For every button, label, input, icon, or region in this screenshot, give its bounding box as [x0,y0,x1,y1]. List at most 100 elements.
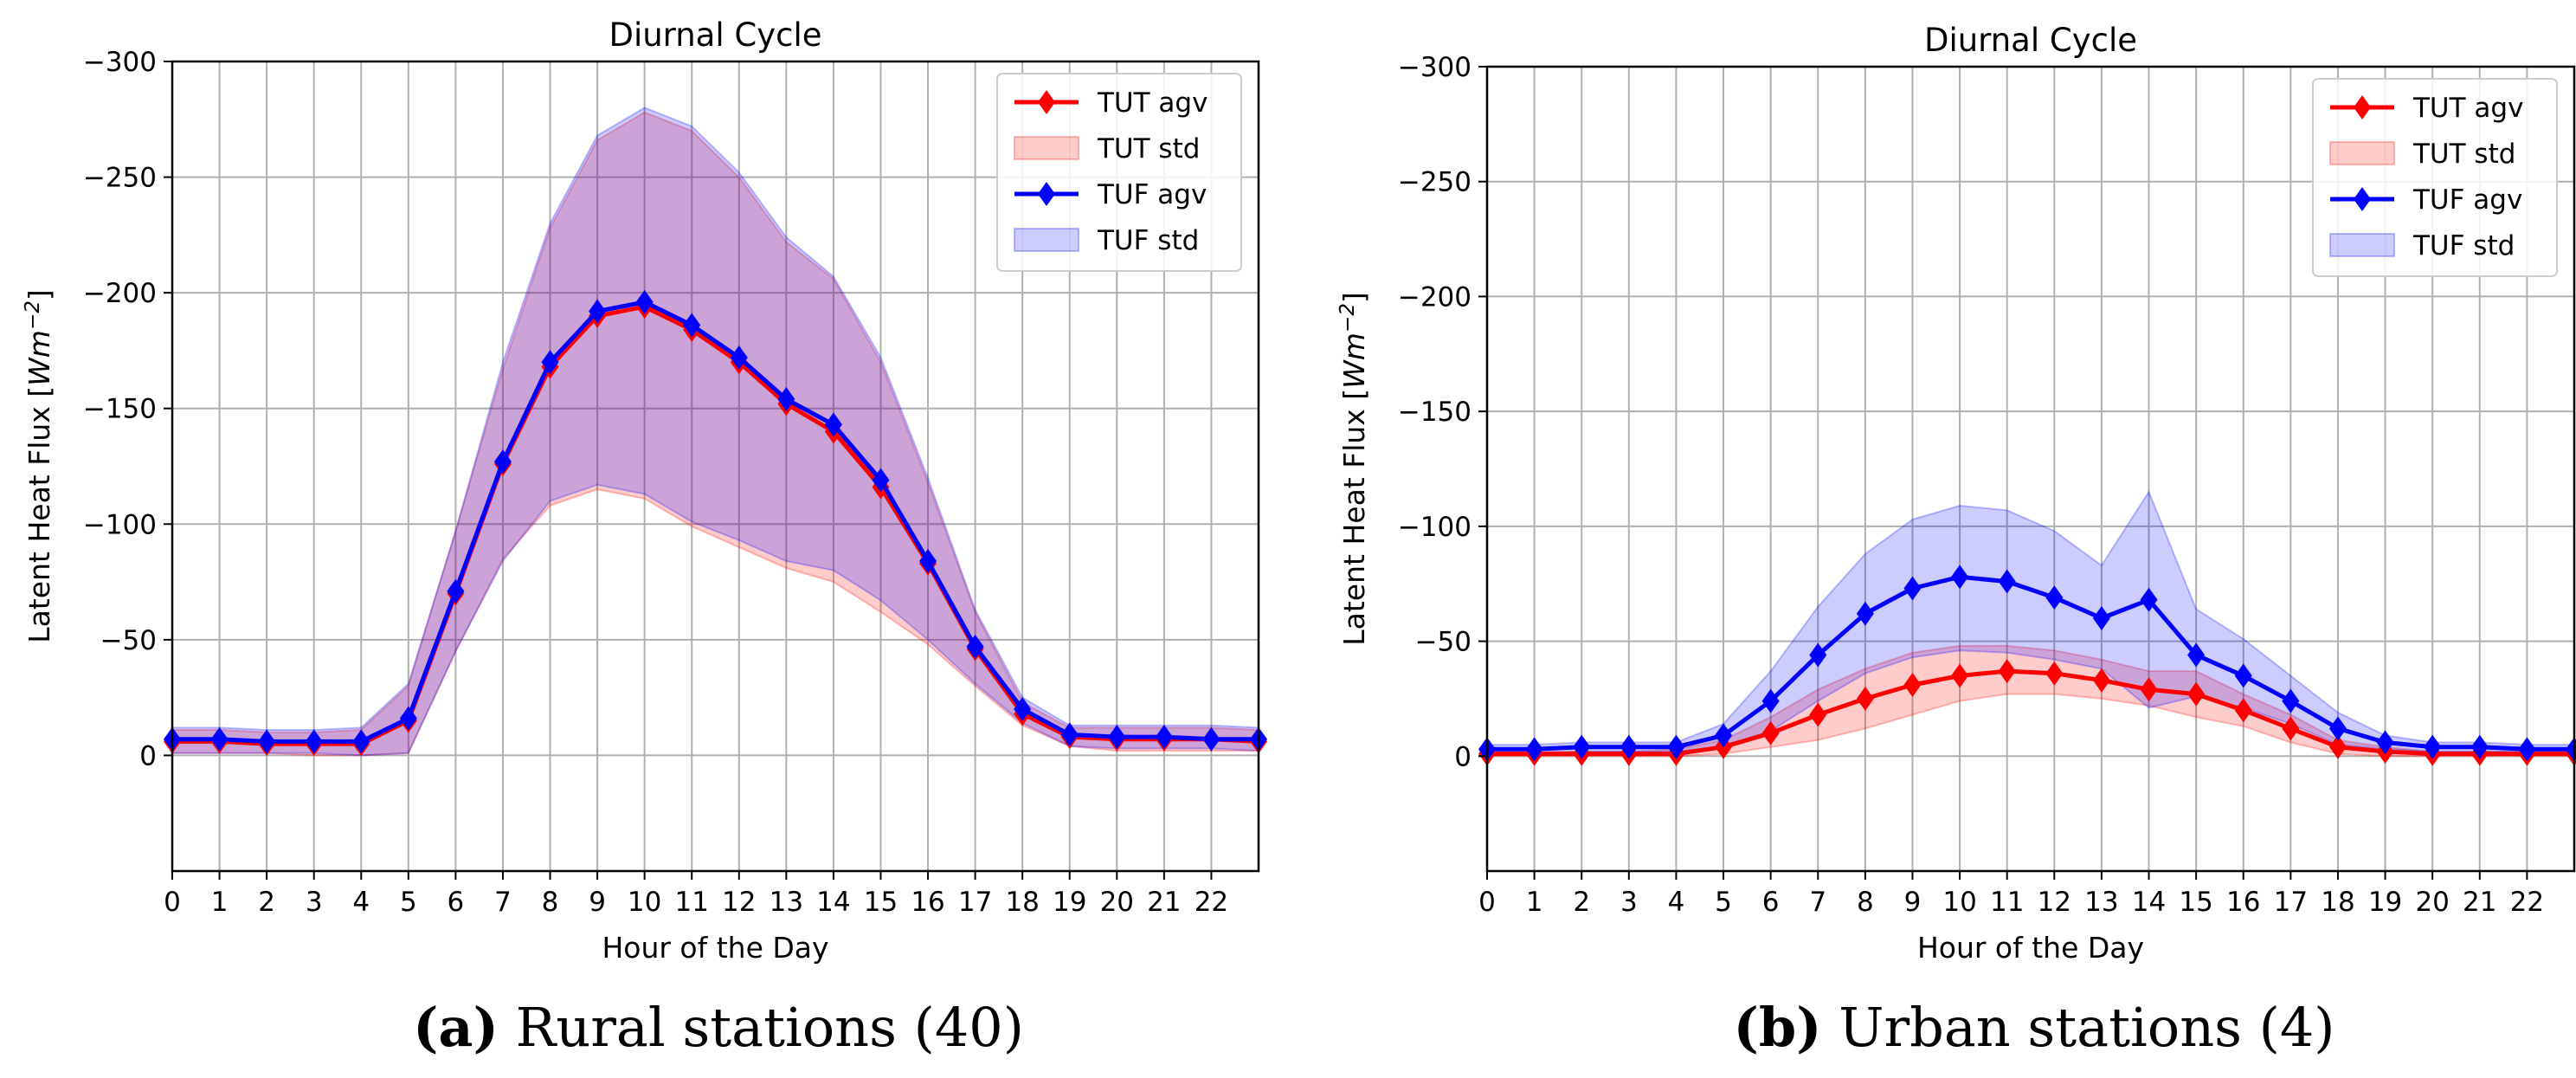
tuf-agv-point [966,634,984,659]
tut-agv-point [2328,734,2347,759]
x-tick-label: 12 [2038,887,2071,918]
tuf-agv-point [1998,569,2016,594]
x-tick-label: 7 [494,887,512,918]
legend-box [2312,78,2558,277]
tut-agv-point [2140,677,2158,702]
y-tick-label: −200 [83,278,157,309]
tuf-agv-point [447,578,465,604]
tuf-agv-point [1014,697,1032,721]
tut-agv-point [2092,668,2110,693]
y-tick-label: 0 [1454,741,1472,772]
chart-panel-b: 0 1 2 3 4 5 6 7 8 9 10 11 12 13 14 15 16 17 18 19 20 21 220−50… [1336,22,2576,965]
x-tick-label: 12 [722,887,756,918]
tuf-agv-point [589,299,607,324]
tut-agv-point [1761,720,1780,746]
plot-frame [171,60,1260,873]
x-tick-label: 6 [1762,887,1780,918]
chart-title: Diurnal Cycle [609,16,821,54]
x-tick-label: 13 [2084,887,2118,918]
x-tick-label: 5 [400,887,417,918]
x-tick-label: 15 [2179,887,2212,918]
x-tick-label: 11 [674,887,708,918]
x-tick-label: 9 [589,887,606,918]
tuf-agv-point [1856,601,1874,626]
legend-handle-marker [1038,90,1055,114]
tuf-agv-point [2092,606,2110,631]
tuf-agv-point [730,345,748,370]
x-tick-label: 9 [1904,887,1922,918]
tuf-agv-point [1809,642,1827,668]
x-tick-label: 14 [816,887,850,918]
tuf-agv-point [210,726,229,752]
tuf-agv-point [2424,734,2442,759]
x-tick-label: 19 [1053,887,1086,918]
x-tick-label: 11 [1990,887,2024,918]
tuf-agv-point [1620,734,1638,759]
x-tick-label: 21 [1147,887,1181,918]
x-tick-label: 16 [911,887,944,918]
x-tick-label: 1 [1526,887,1543,918]
x-tick-label: 20 [1100,887,1134,918]
x-tick-label: 17 [958,887,992,918]
legend-handle-patch [1014,136,1079,160]
y-tick-label: −100 [1398,512,1472,543]
tuf-agv-point [305,729,323,754]
x-tick-label: 16 [2226,887,2260,918]
tut-agv-point [1951,663,1969,688]
x-tick-label: 15 [864,887,898,918]
tut-agv-point [1998,659,2016,684]
tuf-agv-point [2470,734,2489,759]
x-tick-label: 13 [770,887,803,918]
y-tick-label: −150 [83,394,157,425]
tuf-agv-point [2045,585,2064,610]
caption-b-text: Urban stations (4) [1839,996,2335,1059]
legend-handle-patch [1014,228,1079,252]
tuf-agv-point [1202,726,1220,752]
legend-handle-marker [2354,95,2371,119]
tuf-std-band [1486,489,2575,755]
tuf-agv-point [919,549,937,574]
tuf-agv-point [1761,688,1780,713]
tuf-agv-point [777,387,795,412]
y-tick-label: −300 [83,47,157,78]
legend-label: TUT std [2412,139,2515,170]
tuf-agv-point [493,449,512,474]
x-tick-label: 18 [1005,887,1039,918]
tuf-agv-point [258,729,276,754]
x-tick-label: 8 [1857,887,1874,918]
tuf-agv-point [2140,587,2158,612]
x-tick-label: 19 [2368,887,2402,918]
y-tick-label: −250 [83,163,157,194]
y-tick-label: 0 [139,740,157,771]
tuf-agv-point [683,313,701,338]
tuf-agv-point [352,729,370,754]
y-axis-label: Latent Heat Flux [Wm−2] [22,289,56,642]
tuf-agv-point [2518,737,2536,762]
x-tick-label: 8 [542,887,559,918]
tuf-agv-point [2282,688,2300,713]
tuf-agv-point [1108,725,1126,750]
x-tick-label: 20 [2415,887,2449,918]
legend-box [996,73,1242,272]
x-tick-label: 22 [2510,887,2544,918]
y-tick-label: −300 [1398,52,1472,83]
y-tick-label: −250 [1398,167,1472,198]
x-axis-label: Hour of the Day [1917,931,2144,965]
tuf-agv-point [399,706,417,731]
legend-handle-patch [2329,141,2395,165]
legend-label: TUF agv [2412,184,2522,216]
tut-agv-point [1903,673,1922,698]
tut-agv-point [2187,681,2206,707]
tuf-agv-point [2376,730,2394,755]
tuf-agv-point [1903,576,1922,601]
y-tick-label: −200 [1398,281,1472,313]
tut-agv-point [1809,702,1827,727]
caption-b: (b) Urban stations (4) [1489,996,2576,1065]
x-tick-label: 5 [1715,887,1732,918]
caption-a: (a) Rural stations (40) [173,996,1264,1065]
x-tick-label: 17 [2274,887,2308,918]
caption-a-letter: (a) [413,996,499,1059]
x-tick-label: 2 [258,887,275,918]
tuf-agv-point [2187,642,2206,668]
